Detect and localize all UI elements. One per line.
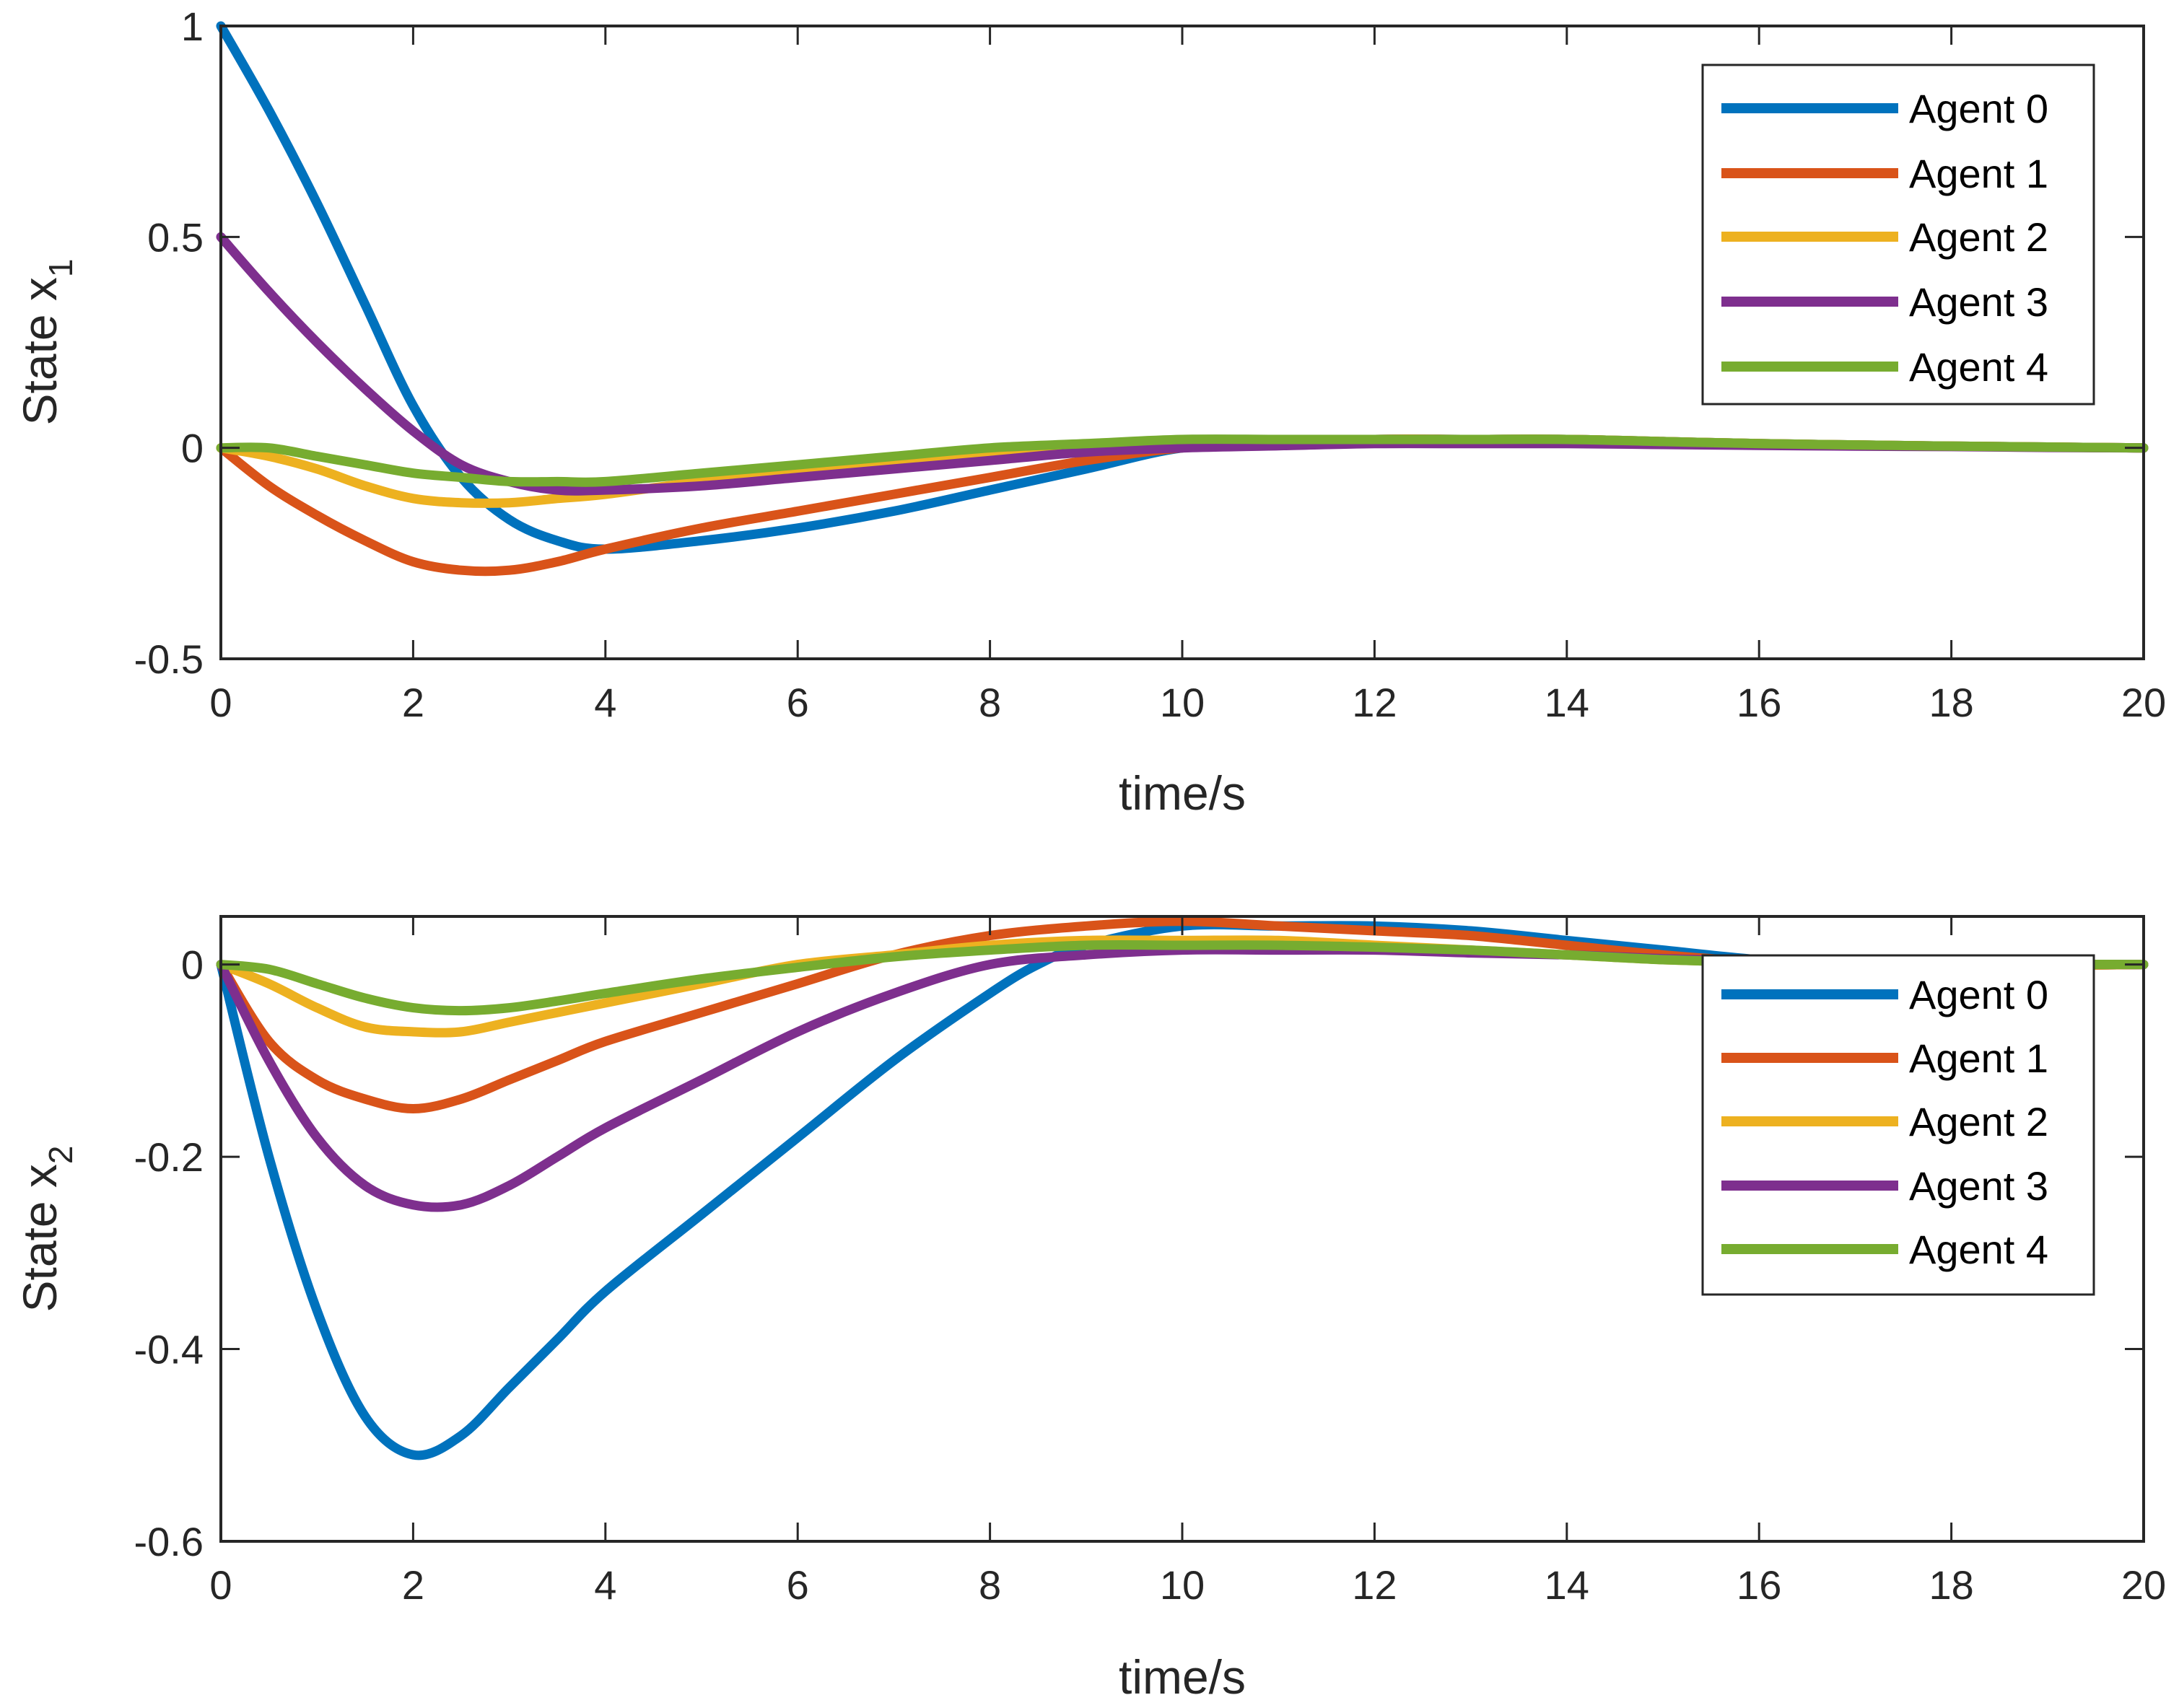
legend-label-agent-2-top: Agent 2 <box>1909 214 2048 260</box>
x-tick-label-bottom: 2 <box>402 1562 424 1608</box>
y-tick-label-top: 0.5 <box>147 214 204 260</box>
legend-bottom: Agent 0 Agent 1 Agent 2 Agent 3 Agent 4 <box>1701 954 2095 1296</box>
y-axis-label-bottom: State x2 <box>13 1145 79 1312</box>
series-line-agent-4-top <box>216 434 2149 487</box>
tick-marks-bottom <box>219 916 2145 1543</box>
x-tick-label-bottom: 20 <box>2121 1562 2166 1608</box>
legend-label-agent-1-top: Agent 1 <box>1909 151 2048 196</box>
x-tick-label-top: 18 <box>1929 680 1973 725</box>
x-tick-label-bottom: 8 <box>979 1562 1001 1608</box>
x-tick-label-top: 10 <box>1160 680 1205 725</box>
y-tick-label-bottom: -0.6 <box>134 1519 204 1564</box>
x-tick-label-bottom: 6 <box>787 1562 809 1608</box>
legend-label-agent-3-top: Agent 3 <box>1909 279 2048 325</box>
x-tick-label-bottom: 4 <box>594 1562 616 1608</box>
y-tick-label-bottom: -0.2 <box>134 1134 204 1180</box>
svg-text:State x1: State x1 <box>13 258 79 425</box>
y-axis-label-subscript-bottom: 2 <box>42 1145 79 1164</box>
x-axis-label-top: time/s <box>1119 766 1246 820</box>
x-tick-label-top: 4 <box>594 680 616 725</box>
tick-marks-top <box>219 25 2145 660</box>
x-tick-label-bottom: 10 <box>1160 1562 1205 1608</box>
legend-top: Agent 0 Agent 1 Agent 2 Agent 3 Agent 4 <box>1701 63 2095 406</box>
x-tick-label-top: 14 <box>1545 680 1589 725</box>
x-tick-label-top: 8 <box>979 680 1001 725</box>
x-tick-label-top: 20 <box>2121 680 2166 725</box>
legend-label-agent-3-bottom: Agent 3 <box>1909 1163 2048 1209</box>
y-tick-label-top: -0.5 <box>134 636 204 682</box>
x-tick-label-bottom: 14 <box>1545 1562 1589 1608</box>
x-tick-label-top: 12 <box>1352 680 1397 725</box>
x-tick-label-top: 16 <box>1737 680 1781 725</box>
y-axis-label-text-bottom: State x <box>13 1164 66 1312</box>
x-tick-label-top: 2 <box>402 680 424 725</box>
x-tick-label-top: 6 <box>787 680 809 725</box>
tick-labels-bottom: 0 2 4 6 8 10 12 14 16 18 20 -0.6 -0.4 -0.2 0 <box>134 942 2167 1608</box>
x-tick-label-bottom: 0 <box>209 1562 232 1608</box>
y-axis-label-text-top: State x <box>13 277 66 425</box>
legend-label-agent-4-bottom: Agent 4 <box>1909 1227 2048 1272</box>
chart-top: 0 2 4 6 8 10 12 14 16 18 20-0.500.51 time/s State … <box>13 4 2166 820</box>
y-tick-label-bottom: 0 <box>181 942 204 988</box>
y-axis-label-subscript-top: 1 <box>42 258 79 277</box>
svg-text:State x2: State x2 <box>13 1145 79 1312</box>
legend-label-agent-0-bottom: Agent 0 <box>1909 972 2048 1017</box>
tick-labels-top: 0 2 4 6 8 10 12 14 16 18 20-0.500.51 <box>134 4 2167 725</box>
legend-label-agent-2-bottom: Agent 2 <box>1909 1099 2048 1144</box>
x-tick-label-bottom: 16 <box>1737 1562 1781 1608</box>
legend-label-agent-4-top: Agent 4 <box>1909 344 2048 390</box>
x-axis-label-bottom: time/s <box>1119 1650 1246 1704</box>
legend-label-agent-0-top: Agent 0 <box>1909 86 2048 131</box>
y-tick-label-top: 0 <box>181 426 204 471</box>
legend-label-agent-1-bottom: Agent 1 <box>1909 1035 2048 1081</box>
y-axis-label-top: State x1 <box>13 258 79 425</box>
x-tick-label-top: 0 <box>209 680 232 725</box>
plot-area-top <box>216 21 2149 577</box>
x-tick-label-bottom: 12 <box>1352 1562 1397 1608</box>
y-tick-label-bottom: -0.4 <box>134 1327 204 1372</box>
y-tick-label-top: 1 <box>181 4 204 49</box>
x-tick-label-bottom: 18 <box>1929 1562 1973 1608</box>
chart-bottom: 0 2 4 6 8 10 12 14 16 18 20 -0.6 -0.4 -0.2 0 time/s St… <box>13 915 2167 1704</box>
